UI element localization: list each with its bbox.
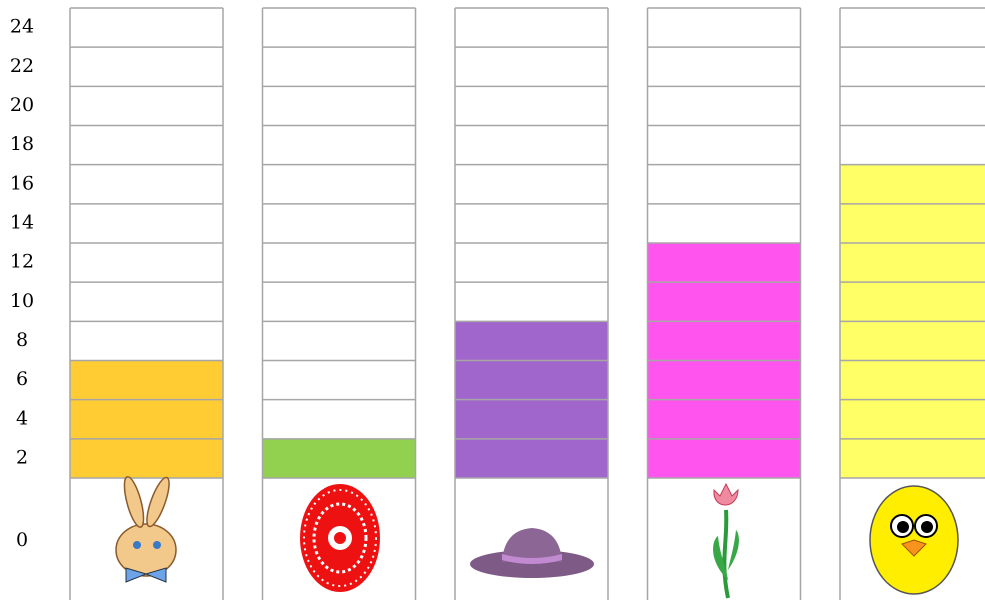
y-tick-label: 18: [10, 133, 34, 155]
y-tick-label: 2: [16, 446, 28, 468]
hat-icon: [470, 528, 594, 578]
y-tick-label: 4: [16, 407, 28, 429]
icons: [116, 475, 958, 598]
chart: 024681012141618202224: [0, 0, 985, 600]
bar: [263, 439, 416, 478]
y-tick-label: 14: [10, 211, 34, 233]
tulip-icon: [713, 484, 739, 598]
y-tick-label: 24: [10, 16, 34, 38]
y-tick-label: 8: [16, 329, 28, 351]
y-tick-label: 0: [16, 529, 28, 551]
bunny-icon: [116, 475, 176, 582]
y-tick-label: 16: [10, 172, 34, 194]
y-tick-label: 10: [10, 290, 34, 312]
y-tick-label: 22: [10, 55, 34, 77]
y-tick-label: 6: [16, 368, 28, 390]
bar: [70, 361, 223, 479]
egg-icon: [300, 484, 380, 592]
chick-icon: [870, 486, 958, 594]
plot: [70, 8, 985, 600]
y-tick-label: 12: [10, 251, 34, 273]
y-tick-label: 20: [10, 94, 34, 116]
